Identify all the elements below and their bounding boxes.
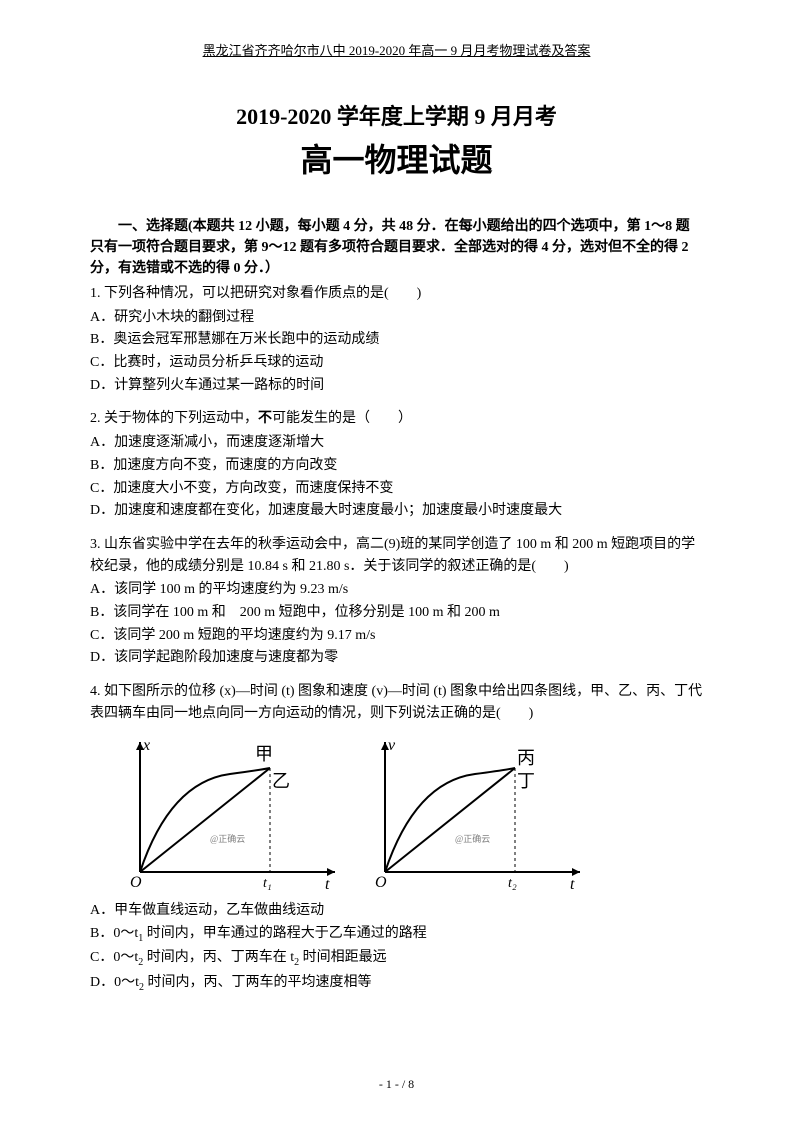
q3-option-a: A．该同学 100 m 的平均速度约为 9.23 m/s <box>90 579 703 601</box>
q1-option-a: A．研究小木块的翻倒过程 <box>90 307 703 329</box>
q1-option-b: B．奥运会冠军邢慧娜在万米长跑中的运动成绩 <box>90 329 703 351</box>
q4c-prefix: C．0～t <box>90 950 138 965</box>
question-4: 4. 如下图所示的位移 (x)—时间 (t) 图象和速度 (v)—时间 (t) … <box>90 681 703 995</box>
tick-t2: t₂ <box>508 876 517 891</box>
q4b-prefix: B．0～t <box>90 926 138 941</box>
line-ding <box>385 768 515 872</box>
q4-option-b: B．0～t1 时间内，甲车通过的路程大于乙车通过的路程 <box>90 923 703 946</box>
q3-option-c: C．该同学 200 m 短跑的平均速度约为 9.17 m/s <box>90 625 703 647</box>
x-axis-arrow-2 <box>572 868 580 876</box>
q4b-suffix: 时间内，甲车通过的路程大于乙车通过的路程 <box>143 926 427 941</box>
exam-title-line1: 2019-2020 学年度上学期 9 月月考 <box>90 99 703 131</box>
curve-label-jia: 甲 <box>255 744 273 764</box>
question-2: 2. 关于物体的下列运动中，不可能发生的是（ ） A．加速度逐渐减小，而速度逐渐… <box>90 408 703 521</box>
q2-option-b: B．加速度方向不变，而速度的方向改变 <box>90 455 703 477</box>
q2-stem-bold: 不 <box>258 411 272 426</box>
q4-option-d: D．0～t2 时间内，丙、丁两车的平均速度相等 <box>90 972 703 995</box>
section-intro: 一、选择题(本题共 12 小题，每小题 4 分，共 48 分．在每小题给出的四个… <box>90 216 703 279</box>
q1-stem: 1. 下列各种情况，可以把研究对象看作质点的是( ) <box>90 283 703 305</box>
q4d-prefix: D．0～t <box>90 975 139 990</box>
line-label-yi: 乙 <box>272 771 290 791</box>
q2-option-d: D．加速度和速度都在变化，加速度最大时速度最小；加速度最小时速度最大 <box>90 500 703 522</box>
y-axis-label-2: v <box>388 737 396 754</box>
q4d-suffix: 时间内，丙、丁两车的平均速度相等 <box>144 975 372 990</box>
x-axis-arrow <box>327 868 335 876</box>
q4-option-a: A．甲车做直线运动，乙车做曲线运动 <box>90 900 703 922</box>
watermark-2: @正确云 <box>455 833 490 844</box>
x-axis-label: t <box>325 876 330 892</box>
q1-option-c: C．比赛时，运动员分析乒乓球的运动 <box>90 352 703 374</box>
watermark-1: @正确云 <box>210 833 245 844</box>
page-header: 黑龙江省齐齐哈尔市八中 2019-2020 年高一 9 月月考物理试卷及答案 <box>90 40 703 59</box>
line-label-ding: 丁 <box>517 771 535 791</box>
origin-label-2: O <box>375 874 387 891</box>
question-3: 3. 山东省实验中学在去年的秋季运动会中，高二(9)班的某同学创造了 100 m… <box>90 534 703 669</box>
x-axis-label-2: t <box>570 876 575 892</box>
q2-option-c: C．加速度大小不变，方向改变，而速度保持不变 <box>90 478 703 500</box>
origin-label: O <box>130 874 142 891</box>
vt-graph: O v t t₂ 丙 丁 @正确云 <box>355 732 590 892</box>
q4c-mid: 时间内，丙、丁两车在 t <box>143 950 294 965</box>
q3-stem: 3. 山东省实验中学在去年的秋季运动会中，高二(9)班的某同学创造了 100 m… <box>90 534 703 577</box>
curve-label-bing: 丙 <box>517 748 535 768</box>
y-axis-label: x <box>142 737 150 754</box>
page-footer: - 1 - / 8 <box>0 1077 793 1092</box>
q2-option-a: A．加速度逐渐减小，而速度逐渐增大 <box>90 432 703 454</box>
q4-graphs: O x t t₁ 甲 乙 @正确云 O v t t₂ 丙 丁 @正确云 <box>110 732 703 892</box>
q4-option-c: C．0～t2 时间内，丙、丁两车在 t2 时间相距最远 <box>90 947 703 970</box>
line-yi <box>140 768 270 872</box>
xt-graph: O x t t₁ 甲 乙 @正确云 <box>110 732 345 892</box>
q1-option-d: D．计算整列火车通过某一路标的时间 <box>90 375 703 397</box>
q2-stem-prefix: 2. 关于物体的下列运动中， <box>90 411 258 426</box>
question-1: 1. 下列各种情况，可以把研究对象看作质点的是( ) A．研究小木块的翻倒过程 … <box>90 283 703 396</box>
q4-stem: 4. 如下图所示的位移 (x)—时间 (t) 图象和速度 (v)—时间 (t) … <box>90 681 703 724</box>
q2-stem: 2. 关于物体的下列运动中，不可能发生的是（ ） <box>90 408 703 430</box>
q3-option-d: D．该同学起跑阶段加速度与速度都为零 <box>90 647 703 669</box>
exam-title-line2: 高一物理试题 <box>90 135 703 181</box>
q3-option-b: B．该同学在 100 m 和 200 m 短跑中，位移分别是 100 m 和 2… <box>90 602 703 624</box>
tick-t1: t₁ <box>263 876 272 891</box>
q4c-suffix: 时间相距最远 <box>299 950 387 965</box>
q2-stem-suffix: 可能发生的是（ ） <box>272 411 412 426</box>
